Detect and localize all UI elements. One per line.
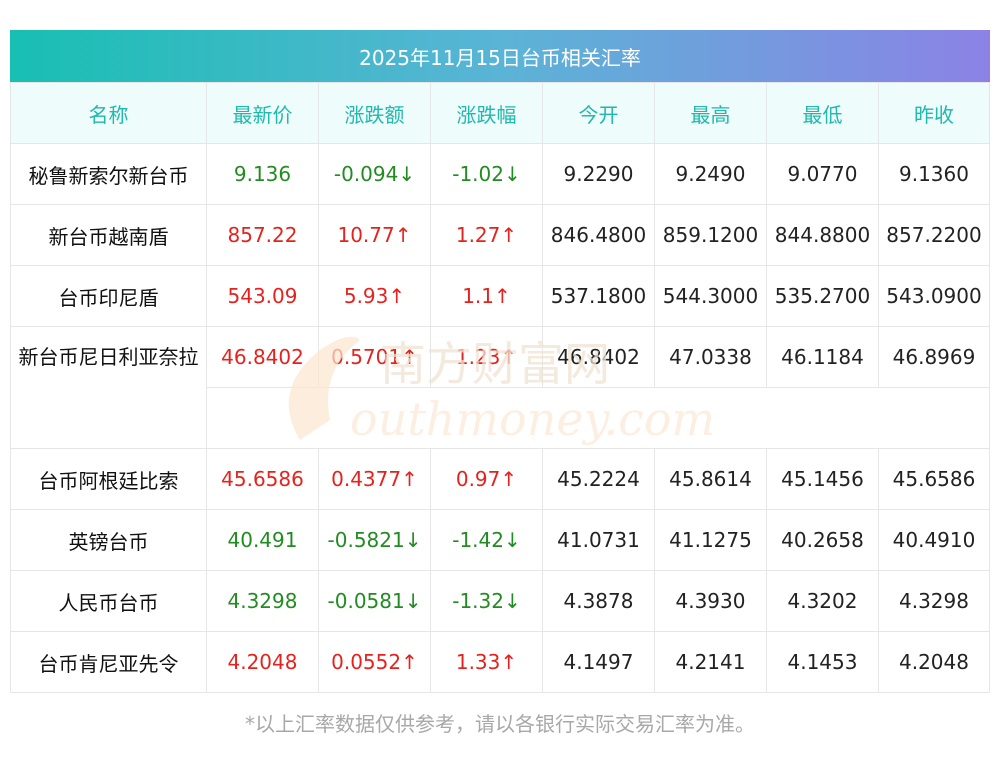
row-high: 4.2141	[654, 631, 767, 693]
header-low: 最低	[766, 82, 879, 144]
row-prev-close: 857.2200	[878, 204, 990, 266]
row-prev-close: 543.0900	[878, 265, 990, 327]
header-open: 今开	[542, 82, 655, 144]
page-title: 2025年11月15日台币相关汇率	[359, 45, 641, 70]
row-change: 10.77↑	[318, 204, 431, 266]
row-prev-close: 4.3298	[878, 570, 990, 632]
row-change: 0.0552↑	[318, 631, 431, 693]
row-change-pct: -1.42↓	[430, 509, 543, 571]
row-high: 9.2490	[654, 143, 767, 205]
row-name: 人民币台币	[10, 570, 207, 632]
row-high: 47.0338	[654, 326, 767, 388]
row-name: 台币印尼盾	[10, 265, 207, 327]
row-open: 41.0731	[542, 509, 655, 571]
row-open: 45.2224	[542, 448, 655, 510]
row-prev-close: 45.6586	[878, 448, 990, 510]
row-low: 46.1184	[766, 326, 879, 388]
header-high: 最高	[654, 82, 767, 144]
row-latest: 9.136	[206, 143, 319, 205]
table-row: 台币阿根廷比索 45.6586 0.4377↑ 0.97↑ 45.2224 45.8614…	[10, 448, 990, 510]
row-open: 4.1497	[542, 631, 655, 693]
row-prev-close: 9.1360	[878, 143, 990, 205]
row-name: 新台币越南盾	[10, 204, 207, 266]
row-change: 5.93↑	[318, 265, 431, 327]
table-row: 新台币越南盾 857.22 10.77↑ 1.27↑ 846.4800 859.1200 8…	[10, 204, 990, 266]
table-row: 人民币台币 4.3298 -0.0581↓ -1.32↓ 4.3878 4.3930 4.3…	[10, 570, 990, 632]
row-low: 535.2700	[766, 265, 879, 327]
row-open: 537.1800	[542, 265, 655, 327]
row-prev-close: 46.8969	[878, 326, 990, 388]
table-row: 英镑台币 40.491 -0.5821↓ -1.42↓ 41.0731 41.1275 40…	[10, 509, 990, 571]
row-high: 45.8614	[654, 448, 767, 510]
row-change-pct: 1.23↑	[430, 326, 543, 388]
row-latest: 46.8402	[206, 326, 319, 388]
row-prev-close: 4.2048	[878, 631, 990, 693]
row-latest: 4.2048	[206, 631, 319, 693]
table-row: 秘鲁新索尔新台币 9.136 -0.094↓ -1.02↓ 9.2290 9.2490 9.…	[10, 143, 990, 205]
row-low: 40.2658	[766, 509, 879, 571]
row-name: 台币阿根廷比索	[10, 448, 207, 510]
header-change-pct: 涨跌幅	[430, 82, 543, 144]
table-row: 台币肯尼亚先令 4.2048 0.0552↑ 1.33↑ 4.1497 4.2141 4.1…	[10, 631, 990, 693]
row-change-pct: 1.33↑	[430, 631, 543, 693]
row-low: 4.1453	[766, 631, 879, 693]
row-name: 新台币尼日利亚奈拉	[10, 326, 207, 449]
row-change-pct: -1.02↓	[430, 143, 543, 205]
row-open: 9.2290	[542, 143, 655, 205]
row-change-pct: 0.97↑	[430, 448, 543, 510]
table-row: 台币印尼盾 543.09 5.93↑ 1.1↑ 537.1800 544.3000 535.…	[10, 265, 990, 327]
row-low: 844.8800	[766, 204, 879, 266]
header-prev-close: 昨收	[878, 82, 990, 144]
title-bar: 2025年11月15日台币相关汇率	[10, 30, 990, 82]
row-low: 4.3202	[766, 570, 879, 632]
row-change: 0.5701↑	[318, 326, 431, 388]
row-latest: 4.3298	[206, 570, 319, 632]
row-high: 41.1275	[654, 509, 767, 571]
row-continuation-blank	[206, 387, 990, 449]
row-name: 秘鲁新索尔新台币	[10, 143, 207, 205]
row-open: 46.8402	[542, 326, 655, 388]
footnote: *以上汇率数据仅供参考，请以各银行实际交易汇率为准。	[245, 712, 755, 736]
row-change-pct: 1.27↑	[430, 204, 543, 266]
row-name: 英镑台币	[10, 509, 207, 571]
row-latest: 543.09	[206, 265, 319, 327]
row-open: 846.4800	[542, 204, 655, 266]
header-latest: 最新价	[206, 82, 319, 144]
header-change: 涨跌额	[318, 82, 431, 144]
row-low: 45.1456	[766, 448, 879, 510]
row-latest: 40.491	[206, 509, 319, 571]
row-high: 544.3000	[654, 265, 767, 327]
row-change: -0.094↓	[318, 143, 431, 205]
row-open: 4.3878	[542, 570, 655, 632]
header-name: 名称	[10, 82, 207, 144]
row-latest: 857.22	[206, 204, 319, 266]
row-change: -0.5821↓	[318, 509, 431, 571]
row-prev-close: 40.4910	[878, 509, 990, 571]
row-change: -0.0581↓	[318, 570, 431, 632]
row-latest: 45.6586	[206, 448, 319, 510]
row-change: 0.4377↑	[318, 448, 431, 510]
row-high: 4.3930	[654, 570, 767, 632]
table-header-row: 名称 最新价 涨跌额 涨跌幅 今开 最高 最低 昨收	[10, 82, 990, 144]
rates-table: 名称 最新价 涨跌额 涨跌幅 今开 最高 最低 昨收 秘鲁新索尔新台币 9.136…	[10, 82, 990, 693]
row-change-pct: 1.1↑	[430, 265, 543, 327]
row-change-pct: -1.32↓	[430, 570, 543, 632]
row-high: 859.1200	[654, 204, 767, 266]
row-name: 台币肯尼亚先令	[10, 631, 207, 693]
row-low: 9.0770	[766, 143, 879, 205]
table-row: 新台币尼日利亚奈拉 46.8402 0.5701↑ 1.23↑ 46.8402 47.03…	[10, 326, 990, 449]
